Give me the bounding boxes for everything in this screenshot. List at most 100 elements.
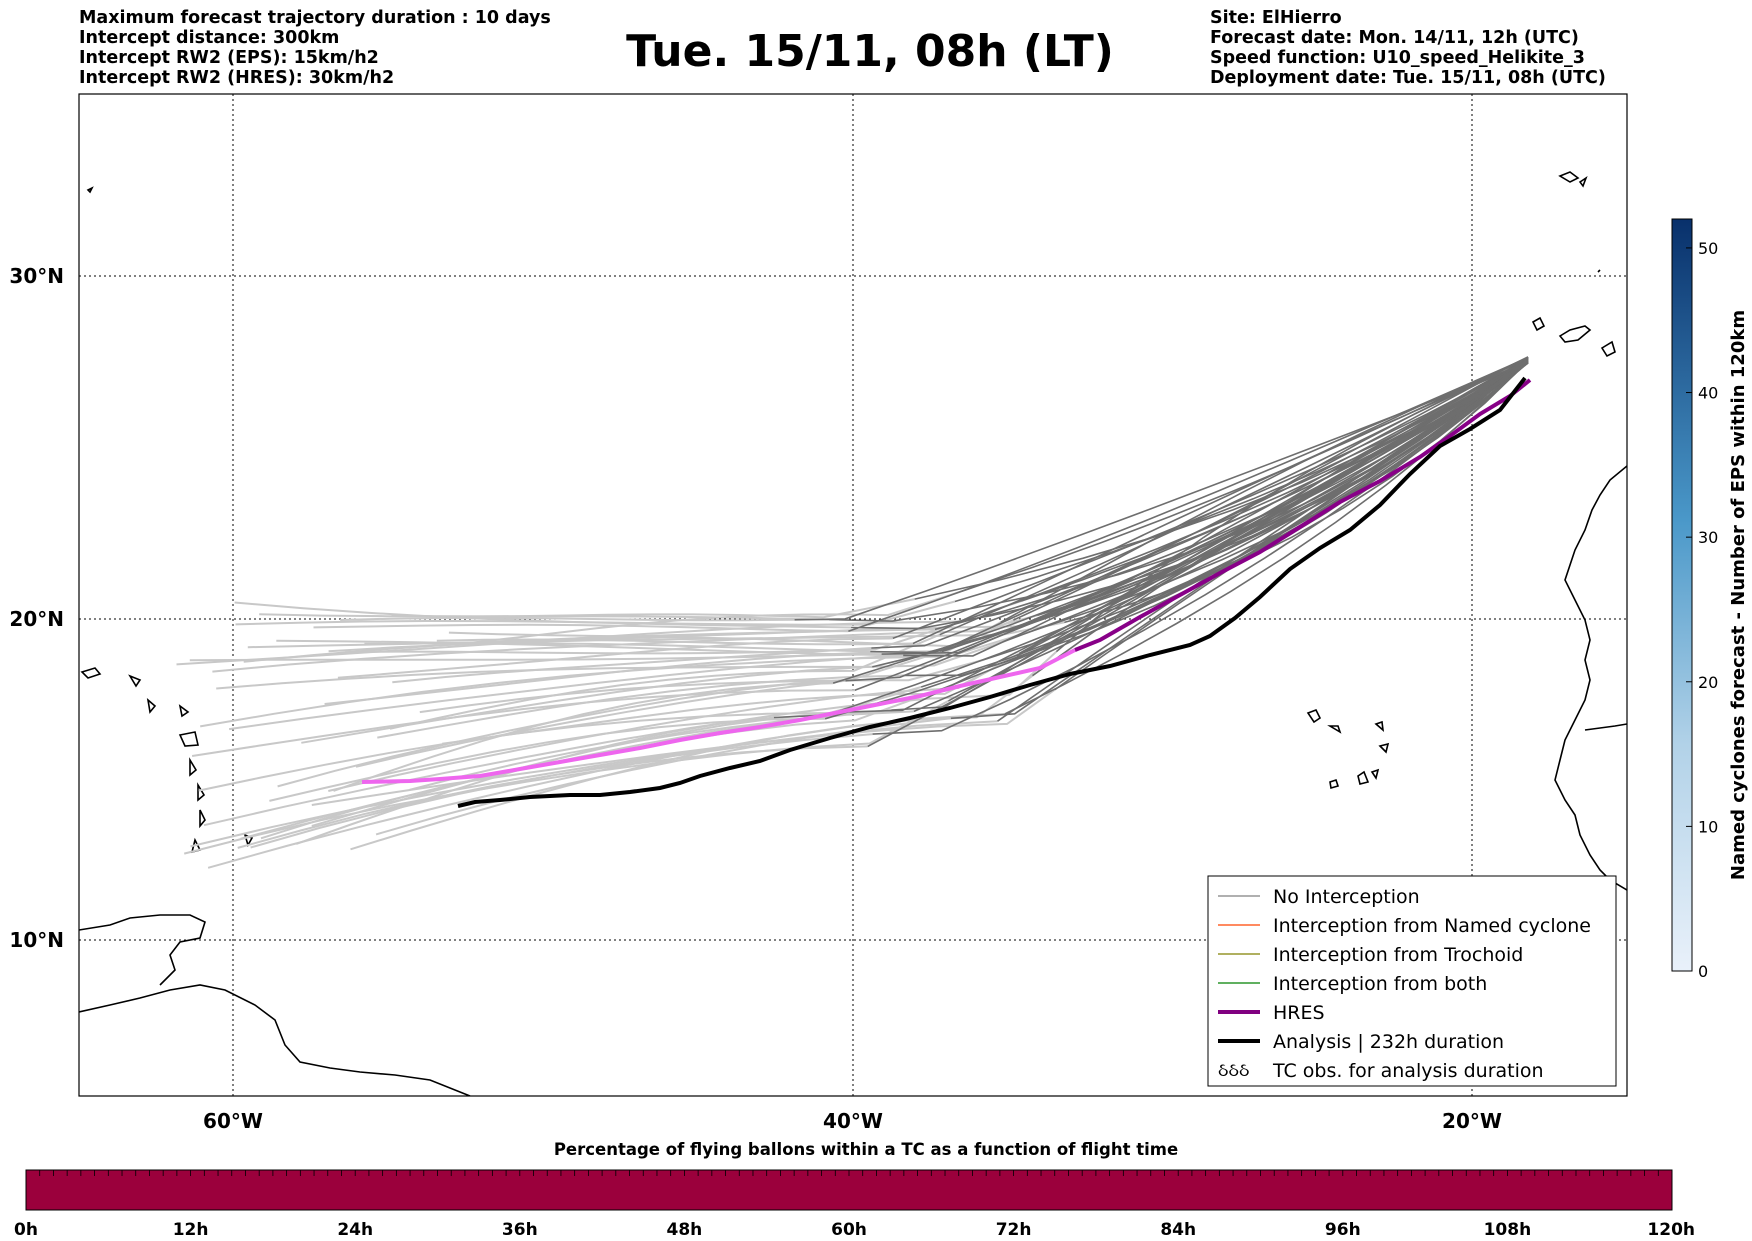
- colorbar-tick-label: 30: [1698, 528, 1718, 547]
- coast-small-islands: [86, 186, 1601, 273]
- colorbar-tick-label: 0: [1698, 962, 1708, 981]
- eps-trajectory-segment: [364, 642, 871, 653]
- eps-trajectories-dark: [773, 356, 1529, 748]
- colorbar-tick-label: 50: [1698, 239, 1718, 258]
- time-bar-label: Percentage of flying ballons within a TC…: [554, 1140, 1178, 1159]
- legend-item: Interception from Named cyclone: [1218, 915, 1591, 937]
- lat-tick-label: 20°N: [9, 607, 64, 631]
- coast-madeira: [1558, 171, 1588, 188]
- header-right-line-4: Deployment date: Tue. 15/11, 08h (UTC): [1210, 68, 1606, 88]
- coast-cape-verde: [1306, 708, 1390, 790]
- eps-trajectory-segment: [1021, 359, 1529, 602]
- header-left-line-3: Intercept RW2 (EPS): 15km/h2: [79, 48, 379, 68]
- hres-trajectory-light: [361, 648, 1076, 784]
- header-right-line-3: Speed function: U10_speed_Helikite_3: [1210, 48, 1585, 68]
- eps-trajectory-segment: [939, 358, 1529, 653]
- eps-trajectory-segment: [1000, 358, 1529, 623]
- time-bar-tick-label: 60h: [831, 1220, 867, 1240]
- time-bar-tick-label: 48h: [667, 1220, 703, 1240]
- legend-label: No Interception: [1273, 886, 1420, 908]
- time-bar-tick-label: 84h: [1160, 1220, 1196, 1240]
- page-title: Tue. 15/11, 08h (LT): [626, 26, 1114, 77]
- coast-venezuela: [79, 914, 206, 986]
- eps-trajectory-segment: [448, 619, 1014, 648]
- header-right-line-2: Forecast date: Mon. 14/11, 12h (UTC): [1210, 28, 1579, 48]
- map-panel: 60°W 40°W 20°W 30°N 20°N 10°N No Interce…: [9, 93, 1628, 1133]
- eps-trajectory-segment: [442, 655, 1018, 745]
- eps-trajectory-segment: [912, 360, 1529, 645]
- colorbar-tick-label: 40: [1698, 384, 1718, 403]
- eps-trajectory-segment: [436, 638, 914, 646]
- eps-trajectory-segment: [843, 357, 1529, 713]
- eps-trajectory-segment: [845, 362, 1529, 682]
- eps-trajectory-segment: [228, 631, 1030, 731]
- eps-trajectory-segment: [389, 633, 941, 730]
- eps-trajectory-segment: [950, 362, 1529, 720]
- eps-trajectory-segment: [870, 357, 1529, 654]
- eps-trajectory-segment: [189, 653, 882, 662]
- time-bar-tick-label: 108h: [1484, 1220, 1532, 1240]
- lat-tick-label: 10°N: [9, 928, 64, 952]
- tc-symbol-icon: ઠઠઠ: [1218, 1060, 1249, 1081]
- hres-trajectory-dark: [1074, 378, 1532, 652]
- header-info-left: Maximum forecast trajectory duration : 1…: [79, 8, 551, 88]
- eps-trajectory-segment: [311, 688, 1056, 806]
- coast-canary-islands: [1531, 316, 1616, 358]
- coastlines: [79, 171, 1627, 1096]
- time-bar-tick-label: 0h: [14, 1220, 38, 1240]
- eps-trajectory-segment: [340, 616, 795, 622]
- colorbar-label: Named cyclones forecast - Number of EPS …: [1728, 310, 1749, 880]
- map-legend: No Interception Interception from Named c…: [1207, 875, 1617, 1087]
- legend-label: Analysis | 232h duration: [1273, 1031, 1504, 1053]
- legend-item: HRES: [1218, 1002, 1325, 1024]
- eps-trajectory-segment: [183, 700, 949, 855]
- eps-trajectory-segment: [259, 613, 830, 621]
- legend-item: No Interception: [1218, 886, 1420, 908]
- analysis-trajectory: [457, 376, 1527, 808]
- eps-trajectory-segment: [773, 357, 1529, 719]
- lon-tick-label: 60°W: [203, 1109, 263, 1133]
- eps-trajectories-light: [176, 590, 1065, 869]
- coast-west-africa: [1554, 465, 1627, 891]
- time-bar-tick-label: 120h: [1647, 1220, 1695, 1240]
- legend-item: Interception from both: [1218, 973, 1487, 995]
- legend-label: TC obs. for analysis duration: [1272, 1060, 1544, 1082]
- time-bar-tick-label: 24h: [337, 1220, 373, 1240]
- eps-trajectory-segment: [1012, 356, 1529, 621]
- header-info-right: Site: ElHierro Forecast date: Mon. 14/11…: [1210, 8, 1606, 88]
- eps-trajectory-segment: [903, 358, 1529, 657]
- legend-label: Interception from both: [1273, 973, 1487, 995]
- colorbar-gradient: [1671, 218, 1693, 972]
- eps-trajectory-segment: [1004, 361, 1529, 715]
- eps-trajectory-segment: [355, 679, 846, 768]
- legend-item: Interception from Trochoid: [1218, 944, 1523, 966]
- lat-tick-label: 30°N: [9, 264, 64, 288]
- eps-trajectory-segment: [419, 659, 983, 714]
- lon-tick-label: 40°W: [823, 1109, 883, 1133]
- time-bar-fill: [25, 1169, 1673, 1211]
- header-right-line-1: Site: ElHierro: [1210, 8, 1342, 28]
- lon-tick-label: 20°W: [1442, 1109, 1502, 1133]
- coast-south-america: [79, 984, 471, 1096]
- legend-label: HRES: [1273, 1002, 1325, 1024]
- eps-trajectory-segment: [872, 360, 1529, 735]
- eps-trajectory-segment: [832, 356, 1529, 684]
- map-frame: [78, 93, 1628, 1097]
- coast-senegal: [1584, 723, 1627, 731]
- legend-label: Interception from Trochoid: [1273, 944, 1523, 966]
- time-bar-tick-label: 96h: [1325, 1220, 1361, 1240]
- header-left-line-1: Maximum forecast trajectory duration : 1…: [79, 8, 551, 28]
- colorbar-tick-label: 20: [1698, 673, 1718, 692]
- cyclone-colorbar: 0 10 20 30 40 50 Named cyclones forecast - Nu…: [1671, 218, 1749, 981]
- time-bar: Percentage of flying ballons within a TC…: [14, 1140, 1695, 1240]
- eps-trajectory-segment: [392, 647, 872, 684]
- colorbar-tick-label: 10: [1698, 817, 1718, 836]
- header-left-line-2: Intercept distance: 300km: [79, 28, 340, 48]
- eps-trajectory-segment: [313, 623, 849, 633]
- eps-trajectory-segment: [277, 650, 942, 788]
- eps-trajectory-segment: [333, 682, 834, 792]
- header-left-line-4: Intercept RW2 (HRES): 30km/h2: [79, 68, 395, 88]
- eps-trajectory-segment: [203, 650, 1058, 827]
- time-bar-tick-label: 36h: [502, 1220, 538, 1240]
